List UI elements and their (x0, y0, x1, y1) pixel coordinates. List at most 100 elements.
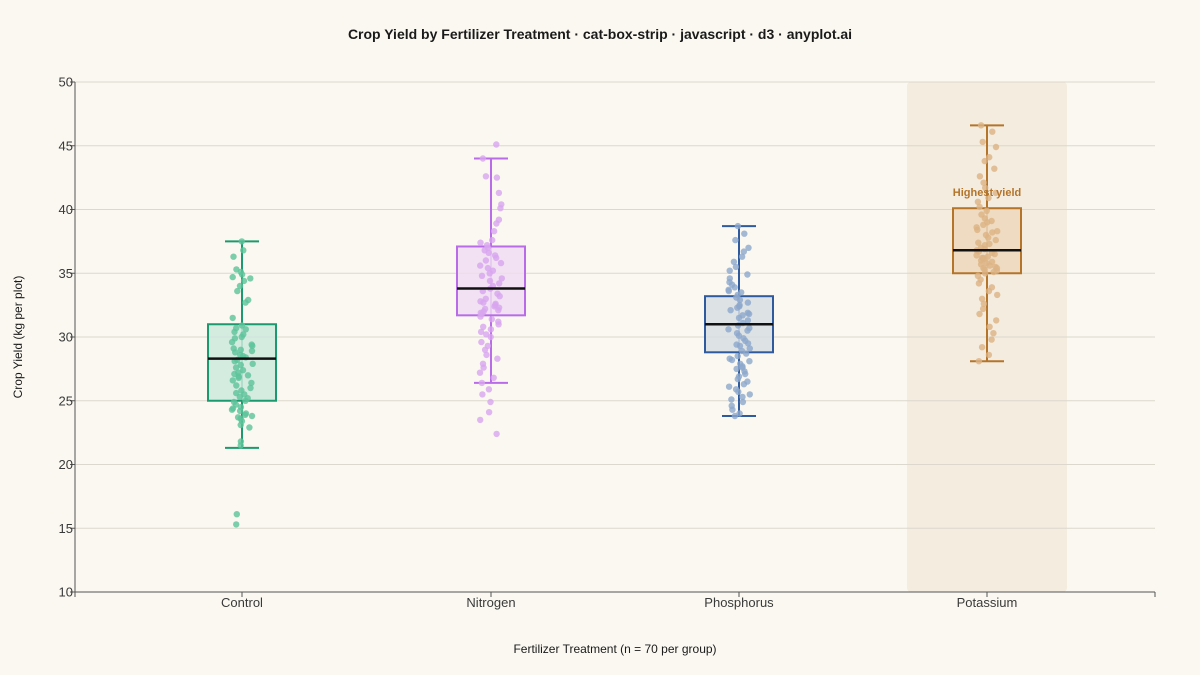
data-point (981, 157, 988, 165)
data-point (240, 277, 248, 285)
data-point (727, 307, 734, 314)
data-point (986, 323, 993, 330)
data-point (232, 364, 240, 371)
data-point (493, 220, 500, 227)
data-point (497, 259, 505, 267)
data-point (242, 299, 249, 306)
data-point (985, 194, 992, 202)
data-point (728, 356, 736, 364)
data-point (239, 367, 247, 374)
axis-layer: 10 15 20 25 30 35 40 45 50 Control Nitrogen Phospho… (59, 75, 1156, 610)
data-point (496, 280, 503, 287)
data-point (228, 406, 236, 413)
data-point (973, 252, 980, 259)
data-point (729, 406, 736, 413)
data-point (479, 391, 486, 398)
data-point (233, 382, 240, 389)
data-point (736, 303, 743, 310)
data-point (496, 293, 503, 300)
data-point (482, 173, 490, 180)
data-point (487, 333, 494, 341)
series-potassium: Highest yield (952, 122, 1022, 365)
data-point (991, 165, 998, 172)
data-point (493, 141, 500, 148)
data-point (980, 221, 987, 228)
data-point (739, 393, 746, 401)
data-point (745, 244, 752, 251)
data-point (478, 338, 485, 346)
data-point (744, 271, 751, 278)
data-point (744, 327, 751, 334)
data-point (493, 430, 500, 438)
data-point (482, 257, 490, 264)
y-tick-label: 15 (59, 521, 73, 536)
data-point (991, 250, 998, 258)
data-point (247, 275, 254, 282)
data-point (237, 346, 244, 353)
data-point (477, 262, 484, 269)
data-point (976, 173, 984, 180)
data-point (486, 277, 494, 285)
data-point (992, 236, 999, 244)
data-point (242, 397, 249, 404)
data-point (237, 442, 244, 449)
data-point (235, 374, 242, 381)
data-point (236, 282, 244, 290)
data-point (228, 338, 236, 346)
grid-layer (75, 81, 1155, 529)
data-point (986, 262, 993, 269)
data-point (236, 407, 244, 415)
data-point (242, 326, 249, 333)
data-point (994, 228, 1001, 235)
data-point (477, 239, 484, 246)
data-point (485, 409, 493, 416)
data-point (478, 379, 486, 387)
data-point (974, 198, 982, 205)
data-point (494, 355, 501, 362)
data-point (978, 344, 986, 351)
data-point (739, 364, 746, 371)
data-point (483, 351, 490, 359)
y-tick-label: 20 (59, 457, 73, 472)
highlight-annotation: Highest yield (953, 187, 1021, 199)
data-point (732, 236, 739, 244)
series-nitrogen (456, 141, 526, 438)
data-point (746, 391, 753, 398)
data-point (233, 511, 240, 518)
data-point (744, 317, 752, 324)
data-point (731, 412, 739, 420)
x-tick-label: Potassium (957, 595, 1018, 610)
data-point (746, 358, 753, 365)
data-point (992, 189, 999, 197)
data-point (736, 410, 743, 417)
data-point (979, 305, 987, 313)
x-tick-label: Nitrogen (466, 595, 515, 610)
data-point (477, 416, 484, 424)
y-tick-label: 25 (59, 393, 73, 408)
data-point (745, 310, 753, 318)
data-point (248, 379, 255, 387)
data-point (989, 128, 996, 135)
plot-layer: Highest yield (207, 122, 1022, 528)
data-point (988, 336, 995, 343)
data-point (986, 240, 993, 248)
series-phosphorus (704, 222, 774, 420)
data-point (742, 370, 749, 378)
data-point (484, 264, 492, 272)
y-tick-label: 50 (59, 75, 73, 90)
data-point (485, 249, 492, 256)
data-point (481, 346, 489, 353)
data-point (497, 205, 504, 212)
data-point (734, 352, 741, 360)
data-point (985, 234, 992, 241)
data-point (238, 271, 246, 278)
data-point (495, 307, 502, 314)
data-point (976, 310, 983, 318)
data-point (979, 138, 986, 146)
y-tick-label: 30 (59, 330, 73, 345)
data-point (741, 230, 748, 237)
data-point (990, 330, 997, 337)
data-point (974, 226, 981, 234)
data-point (242, 411, 249, 418)
